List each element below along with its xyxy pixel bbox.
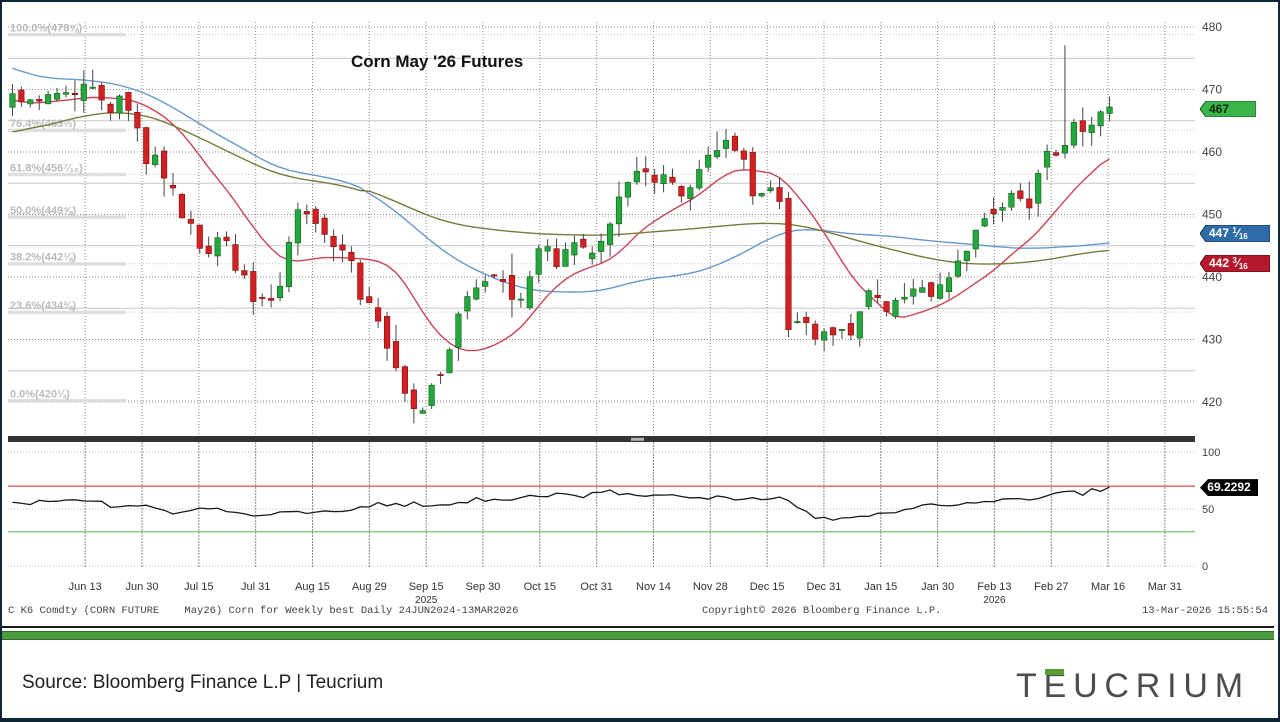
svg-text:Oct 15: Oct 15 — [524, 581, 556, 593]
svg-text:Nov 14: Nov 14 — [636, 581, 671, 593]
svg-text:100: 100 — [1202, 447, 1220, 459]
svg-text:430: 430 — [1202, 333, 1222, 347]
svg-text:Sep 15: Sep 15 — [409, 581, 444, 593]
svg-text:23.6%(434⅜): 23.6%(434⅜) — [10, 300, 76, 312]
svg-text:50: 50 — [1202, 504, 1214, 516]
svg-text:50.0%(449⅝): 50.0%(449⅝) — [10, 205, 76, 217]
svg-text:Jan 30: Jan 30 — [921, 581, 954, 593]
svg-text:Mar 16: Mar 16 — [1091, 581, 1125, 593]
svg-text:Feb 13: Feb 13 — [977, 581, 1011, 593]
svg-text:Jul 31: Jul 31 — [241, 581, 270, 593]
svg-text:Dec 31: Dec 31 — [807, 581, 842, 593]
svg-text:100.0%(478⅝): 100.0%(478⅝) — [10, 22, 82, 34]
svg-text:Feb 27: Feb 27 — [1034, 581, 1068, 593]
svg-text:Dec 15: Dec 15 — [750, 581, 785, 593]
svg-text:Jan 15: Jan 15 — [864, 581, 897, 593]
svg-text:2026: 2026 — [983, 595, 1006, 606]
svg-text:0: 0 — [1202, 561, 1208, 573]
svg-text:61.8%(456⁷⁄₁₆): 61.8%(456⁷⁄₁₆) — [10, 162, 83, 174]
svg-text:Jul 15: Jul 15 — [184, 581, 213, 593]
svg-text:Aug 15: Aug 15 — [295, 581, 330, 593]
svg-text:Jun 13: Jun 13 — [69, 581, 102, 593]
svg-text:Sep 30: Sep 30 — [466, 581, 501, 593]
svg-text:480: 480 — [1202, 20, 1222, 34]
svg-text:Nov 28: Nov 28 — [693, 581, 728, 593]
svg-text:Corn May '26 Futures: Corn May '26 Futures — [351, 52, 523, 71]
svg-text:460: 460 — [1202, 145, 1222, 159]
svg-text:Aug 29: Aug 29 — [352, 581, 387, 593]
svg-text:Jun 30: Jun 30 — [126, 581, 159, 593]
svg-text:0.0%(420¼): 0.0%(420¼) — [10, 388, 70, 400]
svg-text:Mar 31: Mar 31 — [1148, 581, 1182, 593]
svg-text:420: 420 — [1202, 395, 1222, 409]
svg-text:450: 450 — [1202, 208, 1222, 222]
svg-text:Oct 31: Oct 31 — [580, 581, 612, 593]
svg-text:38.2%(442⅛): 38.2%(442⅛) — [10, 252, 76, 264]
svg-text:470: 470 — [1202, 83, 1222, 97]
